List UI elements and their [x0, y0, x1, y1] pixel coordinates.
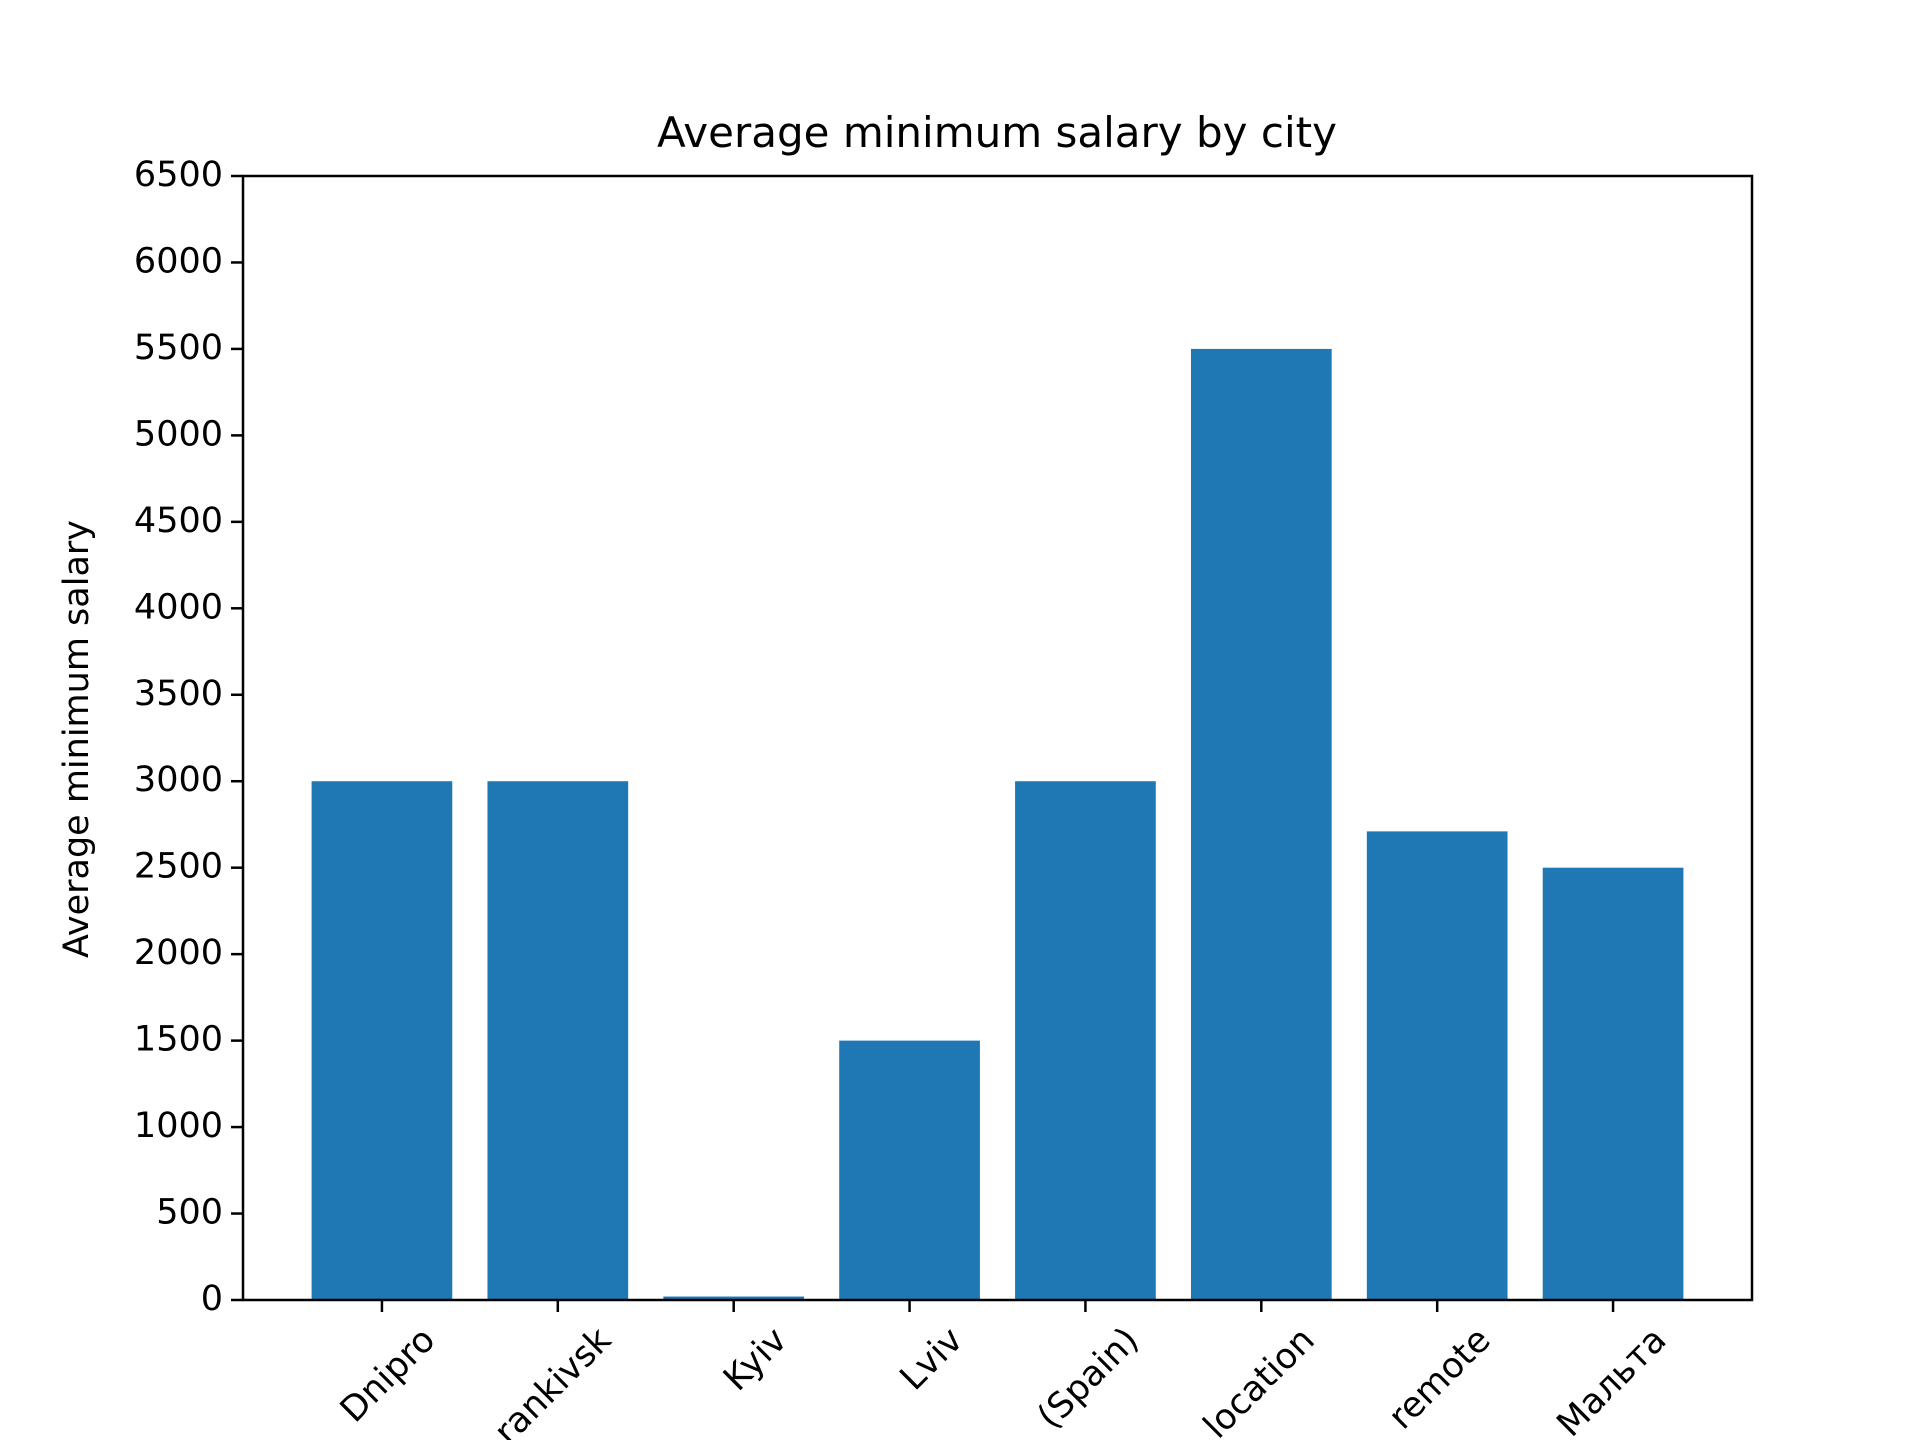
y-tick-label: 3500: [134, 674, 223, 714]
plot-frame: [241, 174, 1754, 1302]
y-tick-label: 500: [156, 1193, 223, 1233]
x-tick-label: rankivsk: [487, 1320, 620, 1440]
y-tick-label: 2500: [134, 847, 223, 887]
y-axis-label: Average minimum salary: [57, 520, 97, 958]
y-tick-label: 2000: [134, 933, 223, 973]
y-tick-label: 5000: [134, 414, 223, 454]
y-tick-label: 0: [201, 1279, 223, 1319]
x-tick-label: (Spain): [1030, 1320, 1147, 1437]
bar: [1015, 781, 1156, 1300]
y-tick-label: 6500: [134, 155, 223, 195]
bar: [1542, 867, 1684, 1300]
x-tick-label: remote: [1381, 1320, 1498, 1437]
bar: [1190, 348, 1332, 1300]
bar: [1366, 831, 1508, 1300]
y-tick-label: 4500: [134, 501, 223, 541]
y-tick-label: 5500: [134, 328, 223, 368]
bar: [487, 781, 629, 1300]
y-tick-label: 6000: [134, 241, 223, 281]
x-tick-label: location: [1196, 1320, 1322, 1440]
y-tick-label: 4000: [134, 587, 223, 627]
y-tick-label: 1000: [134, 1106, 223, 1146]
bar: [311, 781, 453, 1300]
chart-title: Average minimum salary by city: [657, 108, 1337, 157]
x-tick-label: Мальта: [1550, 1320, 1675, 1440]
y-tick-label: 3000: [134, 760, 223, 800]
x-tick-label: Lviv: [893, 1320, 971, 1398]
x-tick-label: Dnipro: [333, 1320, 443, 1430]
y-tick-label: 1500: [134, 1020, 223, 1060]
x-tick-label: Kyiv: [716, 1320, 795, 1399]
bar: [839, 1040, 980, 1300]
bar: [663, 1296, 805, 1300]
